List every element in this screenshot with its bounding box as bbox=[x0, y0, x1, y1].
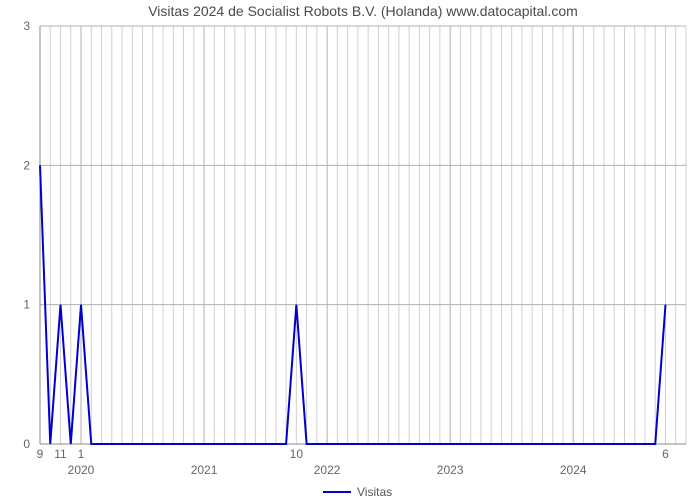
legend-label: Visitas bbox=[357, 485, 392, 499]
y-tick-label: 3 bbox=[23, 19, 30, 33]
x-year-label: 2022 bbox=[314, 463, 341, 477]
x-month-label: 9 bbox=[37, 447, 44, 461]
x-year-label: 2023 bbox=[437, 463, 464, 477]
x-year-label: 2024 bbox=[560, 463, 587, 477]
y-tick-label: 1 bbox=[23, 298, 30, 312]
chart-title: Visitas 2024 de Socialist Robots B.V. (H… bbox=[148, 3, 578, 19]
x-month-label: 6 bbox=[662, 447, 669, 461]
x-year-label: 2021 bbox=[191, 463, 218, 477]
x-month-label: 1 bbox=[78, 447, 85, 461]
x-month-label: 11 bbox=[54, 447, 67, 461]
visits-chart: Visitas 2024 de Socialist Robots B.V. (H… bbox=[0, 0, 700, 500]
x-month-label: 10 bbox=[290, 447, 304, 461]
x-year-label: 2020 bbox=[68, 463, 95, 477]
y-tick-label: 2 bbox=[23, 158, 30, 172]
y-tick-label: 0 bbox=[23, 437, 30, 451]
